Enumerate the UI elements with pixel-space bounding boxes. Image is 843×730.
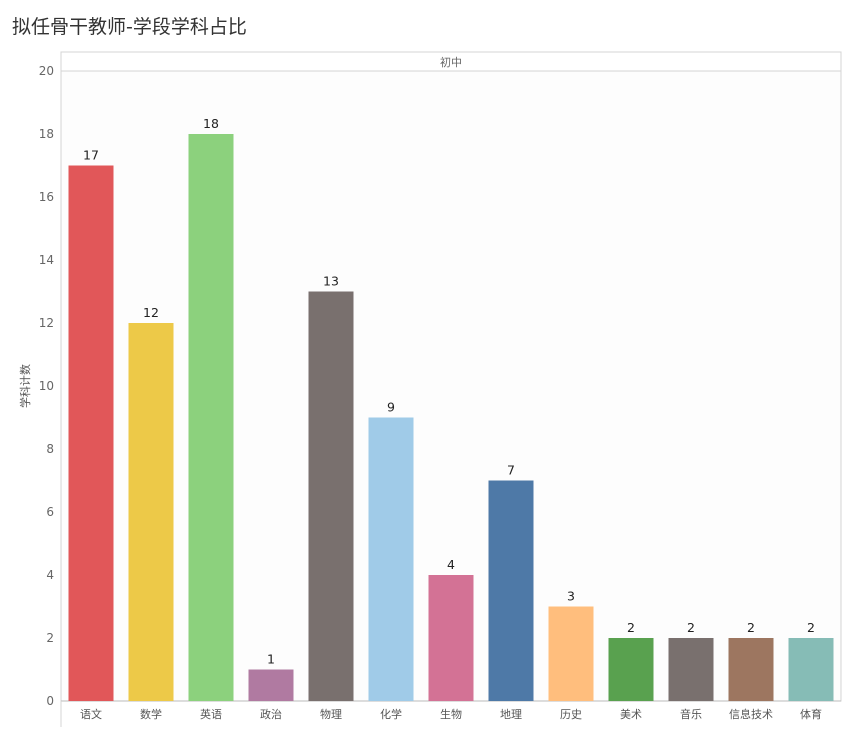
- bar: [548, 606, 594, 701]
- panel-header-label: 初中: [440, 55, 462, 69]
- x-category-label: 生物: [440, 707, 462, 721]
- bar: [188, 134, 234, 701]
- bar-value-label: 12: [143, 305, 159, 320]
- bar: [728, 638, 774, 701]
- y-tick-label: 18: [39, 127, 54, 141]
- x-category-label: 美术: [620, 708, 642, 721]
- data-labels: 17 12 18 1 13 9 4 7 3 2 2 2 2: [83, 116, 815, 667]
- x-category-label: 数学: [140, 707, 162, 721]
- x-axis-categories: 语文 数学 英语 政治 物理 化学 生物 地理 历史 美术 音乐 信息技术 体育: [80, 707, 822, 721]
- bar-value-label: 1: [267, 652, 275, 667]
- bar-value-label: 4: [447, 557, 455, 572]
- y-tick-label: 10: [39, 379, 54, 393]
- bar-value-label: 9: [387, 400, 395, 415]
- bar-value-label: 2: [687, 620, 695, 635]
- chart-title: 拟任骨干教师-学段学科占比: [12, 16, 247, 38]
- bar: [68, 165, 114, 701]
- x-category-label: 英语: [200, 707, 222, 721]
- bar: [788, 638, 834, 701]
- bar: [488, 480, 534, 701]
- x-category-label: 体育: [800, 707, 822, 721]
- bar: [668, 638, 714, 701]
- bar-value-label: 2: [807, 620, 815, 635]
- bar-value-label: 2: [627, 620, 635, 635]
- bar: [248, 669, 294, 701]
- bar-value-label: 3: [567, 589, 575, 604]
- bar-value-label: 13: [323, 274, 339, 289]
- bar: [128, 323, 174, 701]
- bar-value-label: 18: [203, 116, 219, 131]
- bar: [368, 417, 414, 701]
- x-category-label: 地理: [500, 708, 522, 721]
- y-tick-label: 16: [39, 190, 54, 204]
- x-category-label: 信息技术: [729, 707, 773, 721]
- y-tick-label: 8: [46, 442, 54, 456]
- bar-value-label: 7: [507, 463, 515, 478]
- bar-value-label: 2: [747, 620, 755, 635]
- y-tick-label: 14: [39, 253, 54, 267]
- y-tick-label: 6: [46, 505, 54, 519]
- bar: [608, 638, 654, 701]
- bar-value-label: 17: [83, 148, 99, 163]
- y-tick-label: 12: [39, 316, 54, 330]
- x-category-label: 音乐: [680, 707, 702, 721]
- y-tick-label: 20: [39, 64, 54, 78]
- x-category-label: 化学: [380, 707, 402, 721]
- bar: [308, 291, 354, 701]
- y-tick-label: 0: [46, 694, 54, 708]
- y-axis-title: 学科计数: [18, 364, 32, 408]
- x-category-label: 语文: [80, 707, 102, 721]
- y-tick-label: 4: [46, 568, 54, 582]
- bar: [428, 575, 474, 701]
- x-category-label: 历史: [560, 708, 582, 721]
- y-tick-label: 2: [46, 631, 54, 645]
- x-category-label: 物理: [320, 707, 342, 721]
- bars: [68, 134, 834, 701]
- x-category-label: 政治: [260, 707, 282, 721]
- y-axis-ticks: 0 2 4 6 8 10 12 14 16 18 20: [39, 64, 54, 708]
